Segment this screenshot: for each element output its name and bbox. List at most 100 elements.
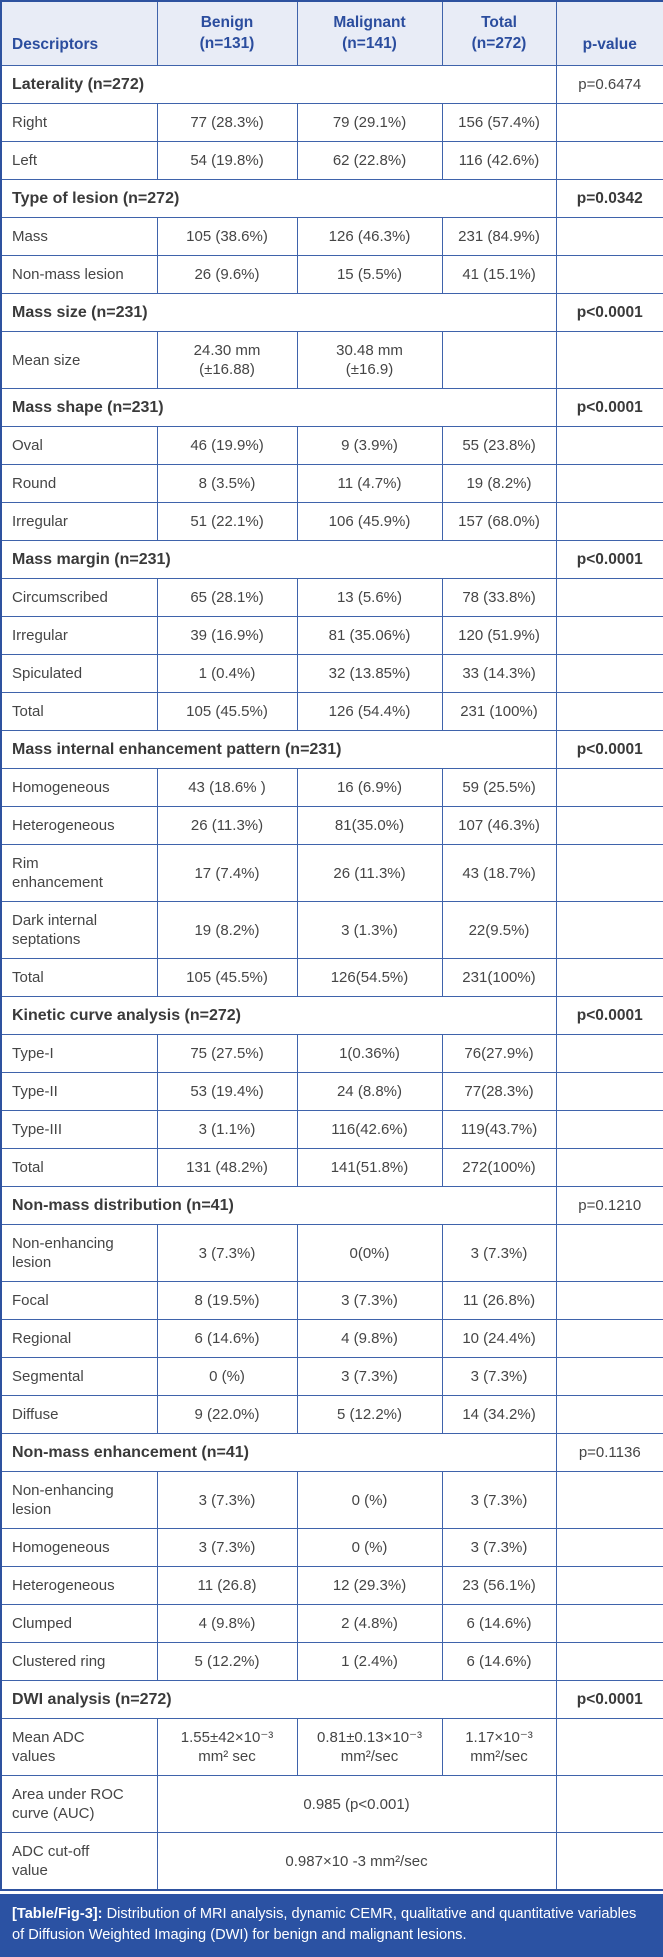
- section-title: Kinetic curve analysis (n=272): [0, 996, 557, 1035]
- table-row: Dark internal septations 19 (8.2%) 3 (1.3%…: [0, 901, 663, 959]
- malignant-value-cell: 0 (%): [296, 1528, 443, 1567]
- header-total-count: (n=272): [471, 34, 527, 52]
- benign-value-cell: 3 (7.3%): [156, 1528, 298, 1567]
- benign-value-cell: 77 (28.3%): [156, 103, 298, 142]
- total-value-cell: 3 (7.3%): [441, 1357, 557, 1396]
- descriptor-cell: Round: [0, 464, 158, 503]
- p-value-cell: [555, 1148, 663, 1187]
- benign-value-cell: 51 (22.1%): [156, 502, 298, 541]
- descriptor-cell: Irregular: [0, 616, 158, 655]
- section-title: Type of lesion (n=272): [0, 179, 557, 218]
- p-value-cell: [555, 502, 663, 541]
- section-p-value: p<0.0001: [555, 730, 663, 769]
- section-title: Laterality (n=272): [0, 65, 557, 104]
- benign-value-cell: 43 (18.6% ): [156, 768, 298, 807]
- descriptor-cell: Mass: [0, 217, 158, 256]
- total-value-cell: 231 (100%): [441, 692, 557, 731]
- descriptor-cell: Total: [0, 692, 158, 731]
- table-row: Non-enhancing lesion 3 (7.3%) 0 (%) 3 (7.3%…: [0, 1471, 663, 1529]
- descriptor-cell: Homogeneous: [0, 1528, 158, 1567]
- malignant-value-cell: 24 (8.8%): [296, 1072, 443, 1111]
- benign-value-cell: 105 (45.5%): [156, 958, 298, 997]
- benign-value-cell: 9 (22.0%): [156, 1395, 298, 1434]
- p-value-cell: [555, 1604, 663, 1643]
- malignant-value-cell: 126 (54.4%): [296, 692, 443, 731]
- descriptor-cell: Mean size: [0, 331, 158, 389]
- p-value-cell: [555, 1224, 663, 1282]
- table-row: Segmental 0 (%) 3 (7.3%) 3 (7.3%): [0, 1357, 663, 1396]
- benign-value-cell: 105 (38.6%): [156, 217, 298, 256]
- header-p-value: p-value: [555, 0, 663, 66]
- descriptor-cell: Type-I: [0, 1034, 158, 1073]
- section-row: Type of lesion (n=272) p=0.0342: [0, 179, 663, 218]
- total-value-cell: 76(27.9%): [441, 1034, 557, 1073]
- section-row: Kinetic curve analysis (n=272) p<0.0001: [0, 996, 663, 1035]
- p-value-cell: [555, 331, 663, 389]
- malignant-value-cell: 106 (45.9%): [296, 502, 443, 541]
- benign-value-cell: 53 (19.4%): [156, 1072, 298, 1111]
- table-row: Irregular 51 (22.1%) 106 (45.9%) 157 (68.0%…: [0, 502, 663, 541]
- descriptor-cell: Right: [0, 103, 158, 142]
- table-row: Homogeneous 43 (18.6% ) 16 (6.9%) 59 (25.5%…: [0, 768, 663, 807]
- descriptor-cell: Dark internal septations: [0, 901, 158, 959]
- section-p-value: p<0.0001: [555, 996, 663, 1035]
- descriptor-cell: Non-enhancing lesion: [0, 1224, 158, 1282]
- malignant-value-cell: 79 (29.1%): [296, 103, 443, 142]
- malignant-value-cell: 15 (5.5%): [296, 255, 443, 294]
- descriptor-cell: ADC cut-off value: [0, 1832, 158, 1891]
- total-value-cell: 77(28.3%): [441, 1072, 557, 1111]
- total-value-cell: 19 (8.2%): [441, 464, 557, 503]
- p-value-cell: [555, 255, 663, 294]
- benign-value-cell: 3 (7.3%): [156, 1471, 298, 1529]
- section-title: Mass size (n=231): [0, 293, 557, 332]
- table-row: Homogeneous 3 (7.3%) 0 (%) 3 (7.3%): [0, 1528, 663, 1567]
- malignant-value-cell: 16 (6.9%): [296, 768, 443, 807]
- descriptor-cell: Type-III: [0, 1110, 158, 1149]
- descriptor-cell: Left: [0, 141, 158, 180]
- descriptor-cell: Irregular: [0, 502, 158, 541]
- malignant-value-cell: 13 (5.6%): [296, 578, 443, 617]
- table-row: Type-II 53 (19.4%) 24 (8.8%) 77(28.3%): [0, 1072, 663, 1111]
- descriptors-table: Descriptors Benign (n=131) Malignant (n=…: [0, 0, 663, 1891]
- malignant-value-cell: 0 (%): [296, 1471, 443, 1529]
- p-value-cell: [555, 806, 663, 845]
- descriptor-cell: Heterogeneous: [0, 1566, 158, 1605]
- p-value-cell: [555, 1775, 663, 1833]
- p-value-cell: [555, 141, 663, 180]
- section-p-value: p<0.0001: [555, 1680, 663, 1719]
- p-value-cell: [555, 958, 663, 997]
- benign-value-cell: 46 (19.9%): [156, 426, 298, 465]
- malignant-value-cell: 3 (7.3%): [296, 1357, 443, 1396]
- table-row: Focal 8 (19.5%) 3 (7.3%) 11 (26.8%): [0, 1281, 663, 1320]
- p-value-cell: [555, 578, 663, 617]
- table-row: Clustered ring 5 (12.2%) 1 (2.4%) 6 (14.6%): [0, 1642, 663, 1681]
- benign-value-cell: 75 (27.5%): [156, 1034, 298, 1073]
- malignant-value-cell: 2 (4.8%): [296, 1604, 443, 1643]
- table-row: Mean size 24.30 mm (±16.88) 30.48 mm (±16.…: [0, 331, 663, 389]
- section-p-value: p<0.0001: [555, 293, 663, 332]
- malignant-value-cell: 5 (12.2%): [296, 1395, 443, 1434]
- p-value-cell: [555, 768, 663, 807]
- descriptor-cell: Homogeneous: [0, 768, 158, 807]
- malignant-value-cell: 4 (9.8%): [296, 1319, 443, 1358]
- table-row: Clumped 4 (9.8%) 2 (4.8%) 6 (14.6%): [0, 1604, 663, 1643]
- malignant-value-cell: 126 (46.3%): [296, 217, 443, 256]
- malignant-value-cell: 1(0.36%): [296, 1034, 443, 1073]
- descriptor-cell: Clumped: [0, 1604, 158, 1643]
- benign-value-cell: 39 (16.9%): [156, 616, 298, 655]
- table-row: Circumscribed 65 (28.1%) 13 (5.6%) 78 (33.8…: [0, 578, 663, 617]
- benign-value-cell: 65 (28.1%): [156, 578, 298, 617]
- total-value-cell: 156 (57.4%): [441, 103, 557, 142]
- benign-value-cell: 1 (0.4%): [156, 654, 298, 693]
- table-row: Diffuse 9 (22.0%) 5 (12.2%) 14 (34.2%): [0, 1395, 663, 1434]
- header-benign-count: (n=131): [199, 34, 255, 52]
- total-value-cell: 231(100%): [441, 958, 557, 997]
- benign-value-cell: 105 (45.5%): [156, 692, 298, 731]
- benign-value-cell: 5 (12.2%): [156, 1642, 298, 1681]
- header-malignant-count: (n=141): [342, 34, 397, 52]
- malignant-value-cell: 11 (4.7%): [296, 464, 443, 503]
- section-row: Laterality (n=272) p=0.6474: [0, 65, 663, 104]
- p-value-cell: [555, 103, 663, 142]
- section-row: Non-mass distribution (n=41) p=0.1210: [0, 1186, 663, 1225]
- benign-value-cell: 8 (3.5%): [156, 464, 298, 503]
